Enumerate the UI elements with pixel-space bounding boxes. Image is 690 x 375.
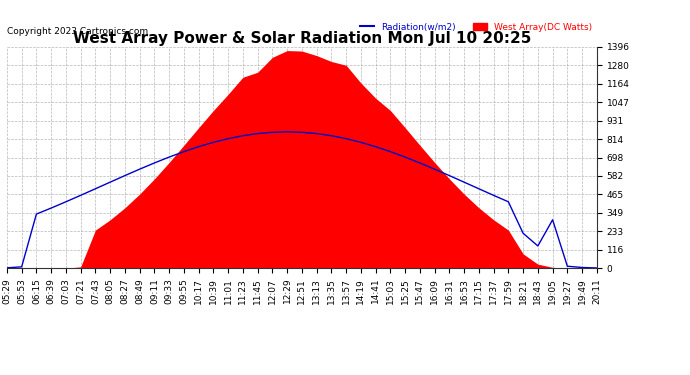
Text: Copyright 2023 Cartronics.com: Copyright 2023 Cartronics.com — [7, 27, 148, 36]
Legend: Radiation(w/m2), West Array(DC Watts): Radiation(w/m2), West Array(DC Watts) — [360, 22, 592, 32]
Title: West Array Power & Solar Radiation Mon Jul 10 20:25: West Array Power & Solar Radiation Mon J… — [72, 31, 531, 46]
